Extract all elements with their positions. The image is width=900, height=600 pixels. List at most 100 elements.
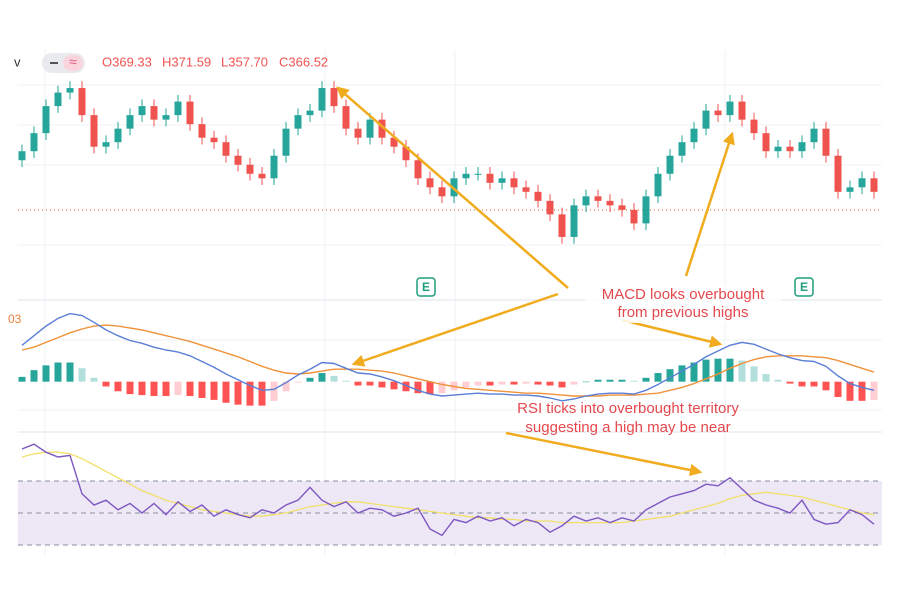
signal-line: [21, 324, 875, 397]
histogram-bar: [870, 381, 878, 400]
candle-body: [606, 200, 614, 206]
candle-body: [378, 119, 386, 138]
candle-body: [870, 178, 878, 192]
candle-body: [594, 196, 602, 201]
histogram-bar: [570, 381, 578, 385]
histogram-bar: [846, 381, 854, 401]
candle-body: [42, 106, 50, 134]
histogram-bar: [834, 381, 842, 397]
histogram-bar: [738, 360, 746, 382]
histogram-bar: [630, 380, 638, 382]
histogram-bar: [414, 381, 422, 394]
earnings-badge[interactable]: [794, 277, 814, 297]
histogram-bar: [258, 381, 266, 406]
annotation-arrows: [336, 86, 735, 477]
ohlc-close: C366.52: [279, 54, 328, 69]
histogram-bar: [606, 379, 614, 382]
candle-body: [414, 160, 422, 179]
candle-body: [18, 151, 26, 161]
candle-body: [258, 173, 266, 179]
candle-body: [618, 205, 626, 210]
candle-body: [786, 146, 794, 152]
histogram-bar: [162, 381, 170, 397]
candle-body: [522, 187, 530, 192]
histogram-bar: [822, 381, 830, 391]
candle-body: [762, 133, 770, 152]
histogram-bar: [618, 379, 626, 382]
candle-body: [174, 101, 182, 116]
candle-body: [30, 133, 38, 152]
histogram-bar: [390, 381, 398, 390]
candle-body: [342, 106, 350, 129]
annotation-text: MACD looks overbought: [602, 286, 765, 303]
candle-body: [210, 137, 218, 143]
candle-body: [714, 110, 722, 116]
candle-body: [558, 214, 566, 237]
histogram-bar: [150, 381, 158, 397]
candle-body: [498, 178, 506, 183]
candle-body: [474, 173, 482, 175]
histogram-bar: [354, 381, 362, 386]
candle-body: [234, 155, 242, 165]
candle-body: [318, 88, 326, 111]
candle-body: [330, 88, 338, 107]
histogram-bar: [306, 377, 314, 382]
histogram-bar: [210, 381, 218, 400]
histogram-bar: [714, 358, 722, 382]
candle-body: [846, 187, 854, 192]
candle-body: [126, 115, 134, 129]
rsi-ma-line: [21, 451, 875, 524]
annotation-text: RSI ticks into overbought territory: [517, 400, 739, 417]
candle-body: [486, 173, 494, 183]
histogram-bar: [582, 381, 590, 383]
histogram-bar: [126, 381, 134, 395]
earnings-badge-label: E: [800, 280, 808, 294]
histogram-bar: [498, 381, 506, 385]
toggle-active: [63, 55, 83, 71]
histogram-bar: [366, 381, 374, 386]
candle-body: [306, 110, 314, 116]
symbol-fragment: v: [14, 54, 21, 69]
candle-body: [666, 155, 674, 174]
candle-body: [582, 196, 590, 206]
histogram-bar: [438, 381, 446, 394]
histogram-bar: [78, 368, 86, 382]
histogram-bar: [222, 381, 230, 403]
candle-body: [678, 142, 686, 156]
earnings-badge[interactable]: [416, 277, 436, 297]
candle-body: [510, 178, 518, 188]
histogram-bar: [198, 381, 206, 398]
ohlc-low: L357.70: [221, 54, 268, 69]
candle-body: [858, 178, 866, 188]
histogram-bar: [54, 362, 62, 382]
histogram-bar: [810, 381, 818, 387]
candle-body: [726, 101, 734, 116]
histogram-bar: [138, 381, 146, 396]
candle-body: [798, 142, 806, 152]
macd-label: 03: [8, 312, 22, 326]
candle-body: [738, 101, 746, 120]
histogram-bar: [510, 381, 518, 385]
candle-body: [426, 178, 434, 188]
histogram-bar: [114, 381, 122, 392]
histogram-bar: [858, 381, 866, 401]
histogram-bar: [558, 381, 566, 388]
candle-body: [750, 119, 758, 134]
histogram-bar: [294, 381, 302, 383]
histogram-bar: [90, 377, 98, 382]
candle-body: [642, 196, 650, 224]
histogram-bar: [762, 374, 770, 382]
candle-body: [390, 137, 398, 147]
earnings-badge-label: E: [422, 280, 430, 294]
candle-body: [54, 92, 62, 107]
histogram-bar: [342, 380, 350, 382]
candle-body: [102, 142, 110, 147]
candle-body: [462, 173, 470, 179]
ohlc-open: O369.33: [102, 54, 152, 69]
histogram-bar: [42, 365, 50, 382]
candle-body: [138, 106, 146, 116]
candle-body: [834, 155, 842, 192]
histogram-bar: [474, 381, 482, 386]
candle-body: [66, 88, 74, 93]
histogram-bar: [786, 381, 794, 384]
